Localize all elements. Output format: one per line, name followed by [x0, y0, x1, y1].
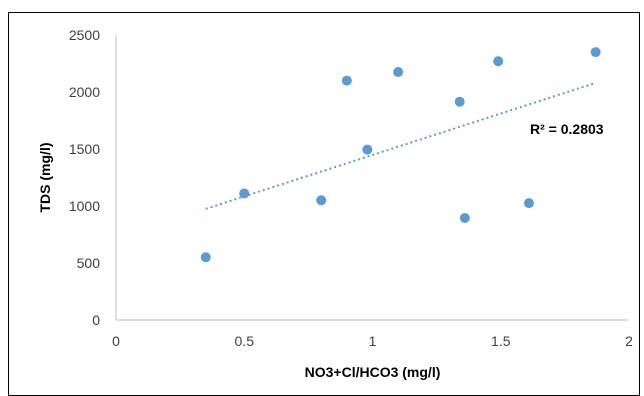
data-point [590, 47, 601, 58]
data-point [393, 67, 404, 78]
data-point [493, 56, 504, 67]
y-axis-title: TDS (mg/l) [37, 143, 53, 213]
data-point [200, 252, 211, 263]
x-tick-label: 2 [625, 333, 633, 349]
x-tick-labels: 0 0.5 1 1.5 2 [112, 333, 633, 349]
y-tick-label: 2500 [69, 27, 100, 43]
x-tick-label: 1 [369, 333, 377, 349]
y-tick-label: 1000 [69, 198, 100, 214]
data-point [459, 212, 470, 223]
data-point [454, 96, 465, 107]
y-tick-label: 0 [92, 312, 100, 328]
y-tick-label: 1500 [69, 141, 100, 157]
y-tick-labels: 0 500 1000 1500 2000 2500 [69, 27, 100, 328]
y-tick-label: 2000 [69, 84, 100, 100]
x-tick-label: 0 [112, 333, 120, 349]
data-point [239, 188, 250, 199]
trendline [205, 81, 596, 210]
data-point [341, 75, 352, 86]
data-point [362, 144, 373, 155]
data-points [200, 47, 601, 263]
x-axis-title: NO3+Cl/HCO3 (mg/l) [305, 364, 441, 380]
data-point [316, 195, 327, 206]
r-squared-label: R² = 0.2803 [530, 121, 604, 137]
y-tick-label: 500 [77, 255, 101, 271]
data-point [523, 198, 534, 209]
x-tick-label: 1.5 [491, 333, 511, 349]
x-tick-label: 0.5 [235, 333, 255, 349]
